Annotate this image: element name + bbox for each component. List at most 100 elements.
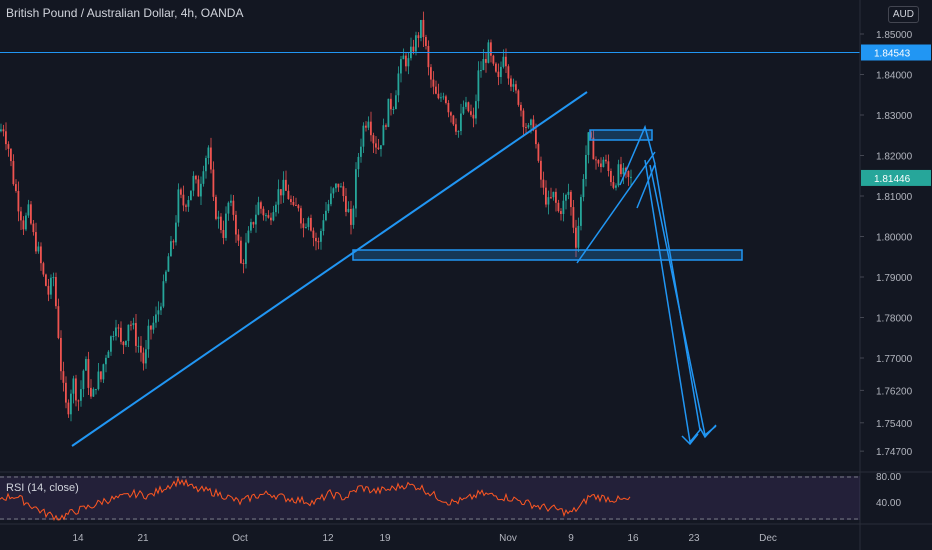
candle-body	[315, 237, 317, 242]
rsi-line	[0, 476, 631, 522]
down-arrow-left	[644, 159, 701, 444]
x-tick-label: Nov	[499, 533, 517, 544]
candle-body	[215, 196, 217, 219]
candle-body	[77, 400, 80, 402]
candle-body	[240, 240, 242, 264]
candle-body	[245, 242, 247, 264]
candle-body	[217, 216, 220, 219]
candle-body	[47, 285, 50, 295]
candle-body	[530, 119, 532, 126]
candle-body	[570, 191, 572, 208]
candle-body	[32, 223, 35, 233]
trendline	[71, 91, 588, 447]
candle-body	[325, 210, 327, 221]
candle-body	[382, 125, 385, 146]
candle-body	[95, 389, 97, 391]
candle-body	[492, 55, 495, 64]
candle-body	[180, 189, 182, 195]
drawings-layer	[0, 52, 860, 447]
candle-body	[560, 211, 562, 214]
candle-body	[455, 124, 457, 132]
candle-body	[482, 59, 485, 71]
candle-body	[310, 217, 312, 231]
candle-body	[72, 378, 75, 394]
candle-body	[172, 241, 175, 243]
currency-badge[interactable]: AUD	[887, 6, 919, 23]
candle-body	[250, 222, 252, 231]
candle-body	[470, 111, 472, 115]
candle-body	[50, 277, 52, 295]
candle-body	[332, 188, 335, 194]
candle-body	[210, 147, 212, 170]
candle-body	[577, 225, 580, 248]
candle-body	[42, 263, 45, 275]
candle-body	[445, 96, 447, 103]
candle-body	[542, 179, 545, 188]
candle-body	[122, 341, 125, 346]
candle-body	[480, 70, 482, 72]
y-tick-label: 1.80000	[876, 233, 913, 244]
candle-body	[160, 306, 162, 311]
candle-body	[347, 208, 350, 212]
candle-body	[317, 241, 320, 243]
candle-body	[612, 182, 615, 188]
candle-body	[527, 125, 530, 128]
candle-body	[277, 189, 280, 205]
candle-body	[502, 56, 505, 67]
candle-body	[232, 200, 235, 215]
candle-body	[135, 323, 137, 346]
candle-body	[520, 104, 522, 111]
candle-body	[440, 97, 442, 99]
x-tick-label: 12	[322, 533, 334, 544]
candle-body	[590, 132, 592, 138]
candle-body	[227, 202, 230, 214]
candle-body	[140, 345, 142, 353]
candle-body	[585, 154, 587, 180]
candle-body	[197, 179, 200, 197]
candle-body	[457, 131, 460, 133]
candle-body	[400, 59, 402, 74]
candle-body	[65, 382, 67, 403]
candle-body	[192, 175, 195, 191]
candle-body	[545, 187, 547, 205]
x-tick-label: 14	[72, 533, 84, 544]
candle-body	[597, 160, 600, 164]
candle-body	[467, 102, 470, 112]
candle-body	[497, 71, 500, 78]
candle-body	[40, 246, 42, 264]
candle-body	[22, 220, 25, 230]
candle-body	[617, 164, 620, 186]
candle-body	[242, 263, 245, 265]
candle-body	[97, 371, 100, 390]
candle-body	[320, 230, 322, 242]
candle-body	[307, 217, 310, 227]
candle-body	[290, 199, 292, 202]
candle-body	[120, 327, 122, 342]
candle-body	[70, 393, 72, 415]
candle-body	[537, 144, 540, 161]
arrowhead-left	[681, 433, 699, 446]
candle-body	[350, 208, 352, 225]
resistance-zone-rect	[589, 129, 653, 141]
candle-body	[7, 144, 10, 149]
candle-body	[137, 345, 140, 347]
candle-body	[237, 234, 240, 241]
candle-body	[2, 129, 5, 132]
candle-body	[550, 197, 552, 199]
candle-body	[247, 230, 250, 243]
y-tick-label: 1.85000	[876, 30, 913, 41]
candle-body	[60, 337, 62, 372]
candle-body	[287, 190, 290, 200]
candle-body	[572, 207, 575, 228]
candle-body	[100, 371, 102, 380]
candle-body	[152, 322, 155, 330]
x-tick-label: 16	[627, 533, 639, 544]
candle-body	[57, 306, 60, 338]
candle-body	[435, 86, 437, 94]
candle-body	[552, 191, 555, 198]
candle-body	[202, 171, 205, 184]
candle-body	[450, 112, 452, 116]
candles-layer	[0, 11, 632, 422]
candle-body	[10, 148, 12, 162]
